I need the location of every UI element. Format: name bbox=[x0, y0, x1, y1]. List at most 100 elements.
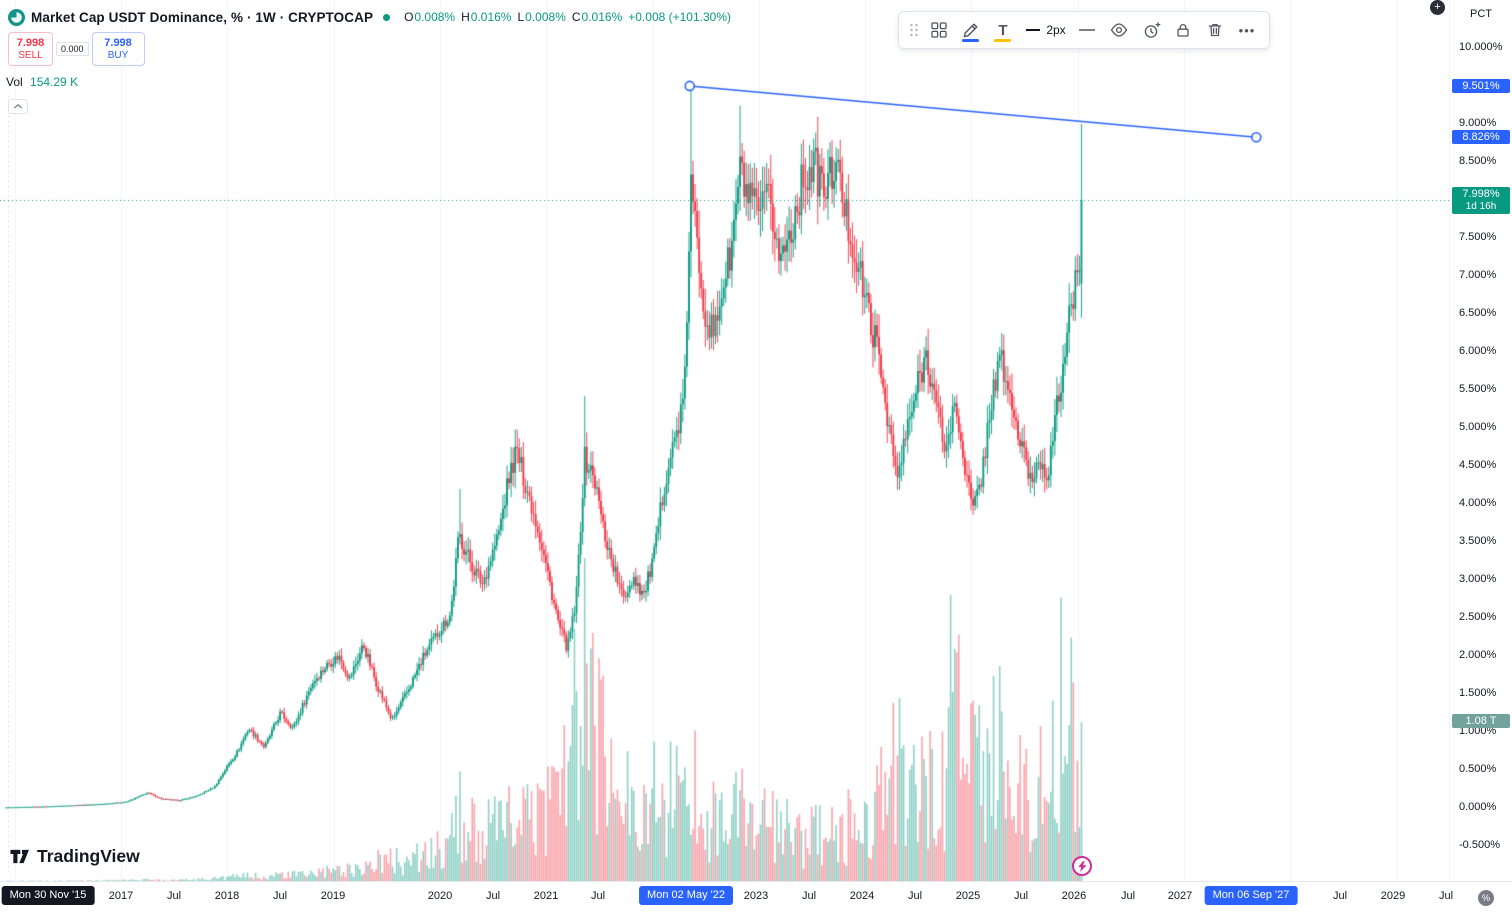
price-axis-label: 5.500% bbox=[1459, 383, 1497, 395]
time-axis-label: 2029 bbox=[1380, 890, 1406, 902]
open-label: O bbox=[404, 10, 414, 24]
time-axis-label: Jul bbox=[1332, 890, 1348, 902]
tradingview-watermark[interactable]: TradingView bbox=[8, 845, 140, 868]
time-axis-badge: Mon 06 Sep '27 bbox=[1204, 886, 1298, 905]
market-status-icon[interactable] bbox=[383, 13, 391, 21]
line-width-button[interactable]: 2px bbox=[1020, 15, 1070, 45]
time-axis-label: Jul bbox=[166, 890, 182, 902]
symbol-header: Market Cap USDT Dominance, % · 1W · CRYP… bbox=[8, 8, 731, 26]
price-axis-label: 9.000% bbox=[1459, 117, 1497, 129]
text-color-swatch[interactable] bbox=[994, 39, 1011, 42]
trade-widget: 7.998 SELL 0.000 7.998 BUY bbox=[8, 32, 145, 66]
drawing-toolbar: T 2px bbox=[898, 11, 1270, 49]
line-width-value: 2px bbox=[1046, 23, 1066, 37]
text-tool-glyph: T bbox=[998, 21, 1008, 39]
price-axis[interactable]: PCT 10.000% 9.000% 8.500% 7.500% 7.000% 6.500… bbox=[1449, 0, 1512, 881]
price-axis-label: 6.000% bbox=[1459, 345, 1497, 357]
time-axis-label: Jul bbox=[801, 890, 817, 902]
alert-clock-plus-icon[interactable] bbox=[1136, 15, 1166, 45]
pencil-draw-icon[interactable] bbox=[956, 15, 986, 45]
price-axis-label: 4.000% bbox=[1459, 497, 1497, 509]
sell-label: SELL bbox=[18, 49, 43, 61]
price-axis-label: 6.500% bbox=[1459, 307, 1497, 319]
time-axis-label: 2018 bbox=[214, 890, 240, 902]
low-value: 0.008% bbox=[525, 10, 566, 24]
time-axis-label: 2027 bbox=[1167, 890, 1193, 902]
time-axis-label: 2021 bbox=[533, 890, 559, 902]
buy-price: 7.998 bbox=[104, 36, 132, 49]
visibility-eye-icon[interactable] bbox=[1104, 15, 1134, 45]
ohlc-readout: O 0.008% H 0.016% L 0.008% C 0.016% +0.0… bbox=[398, 10, 731, 24]
symbol-logo-icon bbox=[8, 8, 25, 26]
time-axis-label: Jul bbox=[272, 890, 288, 902]
price-axis-label: 0.000% bbox=[1459, 801, 1497, 813]
price-axis-label: 5.000% bbox=[1459, 421, 1497, 433]
price-axis-label: 2.500% bbox=[1459, 611, 1497, 623]
time-axis-label: 2024 bbox=[849, 890, 875, 902]
low-label: L bbox=[517, 10, 525, 24]
collapse-legend-button[interactable] bbox=[8, 99, 28, 114]
price-axis-label: 4.500% bbox=[1459, 459, 1497, 471]
price-axis-label: 7.500% bbox=[1459, 231, 1497, 243]
time-axis-label: 2025 bbox=[955, 890, 981, 902]
price-axis-label: -0.500% bbox=[1459, 839, 1500, 851]
open-value: 0.008% bbox=[414, 10, 456, 24]
time-axis-label: 2020 bbox=[427, 890, 453, 902]
buy-button[interactable]: 7.998 BUY bbox=[91, 32, 145, 66]
plus-icon[interactable]: + bbox=[1430, 0, 1445, 15]
sell-button[interactable]: 7.998 SELL bbox=[8, 32, 53, 66]
time-axis-badge: Mon 30 Nov '15 bbox=[1, 886, 95, 905]
close-value: 0.016% bbox=[581, 10, 623, 24]
volume-value: 154.29 K bbox=[30, 75, 79, 89]
time-axis-label: Jul bbox=[1120, 890, 1136, 902]
symbol-title[interactable]: Market Cap USDT Dominance, % · 1W · CRYP… bbox=[31, 9, 374, 25]
time-axis-label: 2026 bbox=[1061, 890, 1087, 902]
draw-color-swatch[interactable] bbox=[962, 39, 979, 42]
more-options-icon[interactable]: ••• bbox=[1232, 15, 1262, 45]
price-axis-badge: 9.501% bbox=[1452, 78, 1510, 93]
price-axis-label: 3.000% bbox=[1459, 573, 1497, 585]
price-axis-label: 7.000% bbox=[1459, 269, 1497, 281]
layout-grid-icon[interactable] bbox=[924, 15, 954, 45]
time-axis-badge: Mon 02 May '22 bbox=[639, 886, 733, 905]
text-tool-icon[interactable]: T bbox=[988, 15, 1018, 45]
trash-icon[interactable] bbox=[1200, 15, 1230, 45]
price-axis-label: 2.000% bbox=[1459, 649, 1497, 661]
price-axis-label: 3.500% bbox=[1459, 535, 1497, 547]
flash-icon[interactable] bbox=[1072, 856, 1092, 876]
volume-label: Vol bbox=[6, 75, 23, 89]
sell-price: 7.998 bbox=[16, 36, 45, 49]
price-axis-badge: 7.998% 1d 16h bbox=[1452, 187, 1510, 215]
price-axis-label: 10.000% bbox=[1459, 41, 1503, 53]
high-value: 0.016% bbox=[470, 10, 512, 24]
tradingview-logo-icon bbox=[10, 849, 29, 864]
buy-label: BUY bbox=[107, 49, 129, 61]
watermark-text: TradingView bbox=[37, 846, 140, 866]
time-axis-label: Jul bbox=[907, 890, 923, 902]
price-axis-label: 1.000% bbox=[1459, 725, 1497, 737]
close-label: C bbox=[571, 10, 581, 24]
spread-value: 0.000 bbox=[56, 42, 89, 56]
chart-canvas[interactable] bbox=[0, 0, 1449, 881]
toolbar-drag-handle-icon[interactable] bbox=[907, 19, 921, 41]
change-value: +0.008 (+101.30%) bbox=[628, 10, 731, 24]
time-axis-label: Jul bbox=[485, 890, 501, 902]
time-axis-label: 2019 bbox=[320, 890, 346, 902]
price-axis-unit-button[interactable]: PCT bbox=[1470, 8, 1492, 20]
price-axis-label: 8.500% bbox=[1459, 155, 1497, 167]
price-axis-badge: 1.08 T bbox=[1452, 714, 1510, 728]
price-axis-label: 0.500% bbox=[1459, 763, 1497, 775]
time-axis[interactable]: 2017 Jul 2018 Jul 2019 2020 Jul 2021 Jul 2023 Jul 2… bbox=[0, 881, 1512, 915]
volume-readout: Vol 154.29 K bbox=[6, 75, 78, 89]
price-axis-badge: 8.826% bbox=[1452, 130, 1510, 145]
high-label: H bbox=[461, 10, 470, 24]
price-axis-label: 1.500% bbox=[1459, 687, 1497, 699]
lock-icon[interactable] bbox=[1168, 15, 1198, 45]
time-axis-label: Jul bbox=[1013, 890, 1029, 902]
time-axis-label: 2017 bbox=[108, 890, 134, 902]
more-glyph: ••• bbox=[1238, 22, 1256, 38]
percent-scale-icon[interactable]: % bbox=[1478, 890, 1494, 906]
line-style-icon[interactable] bbox=[1072, 15, 1102, 45]
time-axis-label: 2023 bbox=[743, 890, 769, 902]
